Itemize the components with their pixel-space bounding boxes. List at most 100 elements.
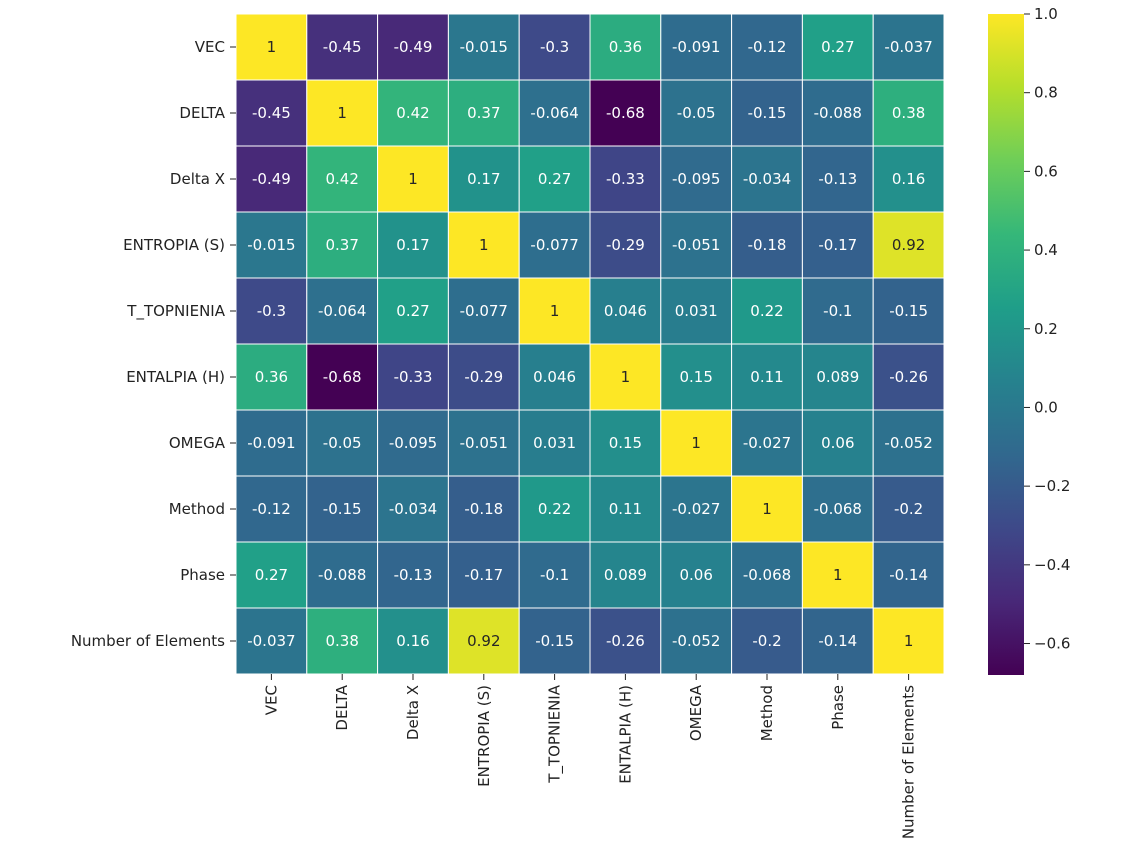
heatmap-cell [731,145,803,213]
heatmap-cell-value: 0.06 [679,566,712,584]
heatmap-cell-value: -0.26 [606,632,645,650]
heatmap-cell [306,475,379,543]
heatmap-cell [731,211,803,279]
heatmap-cell [872,79,945,147]
heatmap-cell [589,211,662,279]
heatmap-cells [235,13,945,675]
heatmap-cell [447,475,520,543]
heatmap-cell [589,409,662,477]
heatmap-cell-value: 0.17 [467,170,500,188]
heatmap-cell [731,475,803,543]
heatmap-cell-value: -0.064 [318,302,366,320]
heatmap-cell [306,13,379,81]
heatmap-cell-value: -0.49 [252,170,291,188]
heatmap-cell-value: 0.92 [467,632,500,650]
column-label: VEC [262,685,280,715]
heatmap-cell [660,541,733,609]
heatmap-cell [377,343,449,411]
heatmap-cell-value: 0.089 [604,566,647,584]
heatmap-cell-value: 1 [479,236,489,254]
heatmap-cell [801,607,874,675]
heatmap-cell [801,409,874,477]
heatmap-cell [235,409,308,477]
heatmap-cell [235,13,308,81]
heatmap-cell-value: -0.068 [743,566,791,584]
heatmap-cell [872,13,945,81]
heatmap-cell [801,211,874,279]
column-label: T_TOPNIENIA [546,684,565,783]
heatmap-cell-value: -0.29 [606,236,645,254]
heatmap-cell-value: 0.17 [396,236,429,254]
heatmap-cell-value: 0.22 [538,500,571,518]
colorbar-tick-label: 0.4 [1034,241,1058,259]
heatmap-cell-value: -0.45 [323,38,362,56]
heatmap-cell-value: -0.15 [748,104,787,122]
column-labels: VEC DELTA Delta X ENTROPIA (S) T_TOPNIENIA EN… [262,674,918,839]
heatmap-cell [235,607,308,675]
colorbar-tick-label: −0.4 [1034,556,1070,574]
heatmap-cell [660,475,733,543]
row-label: Delta X [170,170,225,188]
heatmap-cell-value: 0.15 [679,368,712,386]
column-label: OMEGA [687,684,705,741]
heatmap-cell-value: -0.05 [677,104,716,122]
heatmap-cell-value: 0.37 [325,236,358,254]
heatmap-cell-value: 0.27 [538,170,571,188]
heatmap-cell-value: -0.091 [672,38,720,56]
heatmap-cell-value: 0.92 [892,236,925,254]
heatmap-cell-value: -0.15 [323,500,362,518]
row-label: T_TOPNIENIA [126,302,225,321]
heatmap-cell-value: -0.027 [672,500,720,518]
heatmap-cell [660,409,733,477]
row-label: VEC [195,38,225,56]
heatmap-cell-value: -0.1 [823,302,852,320]
heatmap-cell-value: 0.37 [467,104,500,122]
heatmap-cell-value: -0.12 [748,38,787,56]
heatmap-cell [447,541,520,609]
heatmap-cell [872,409,945,477]
row-labels: VEC DELTA Delta X ENTROPIA (S) T_TOPNIENIA EN… [71,38,236,650]
heatmap-cell [447,343,520,411]
heatmap-cell [660,277,733,345]
heatmap-cell-value: 0.06 [821,434,854,452]
heatmap-cell-value: -0.18 [464,500,503,518]
heatmap-cell-value: 0.046 [604,302,647,320]
colorbar-tick-label: −0.2 [1034,477,1070,495]
heatmap-cell-value: -0.034 [743,170,791,188]
heatmap-cell [589,13,662,81]
heatmap-cell [518,541,591,609]
heatmap-cell [306,79,379,147]
heatmap-cell-value: -0.2 [894,500,923,518]
heatmap-cell-value: -0.29 [464,368,503,386]
heatmap-cell-value: 0.27 [396,302,429,320]
heatmap-cell-value: 0.089 [816,368,859,386]
column-label: Phase [829,685,847,730]
heatmap-cell [377,145,449,213]
heatmap-cell [377,475,449,543]
heatmap-cell-value: -0.052 [672,632,720,650]
heatmap-cell-value: -0.49 [394,38,433,56]
heatmap-cell-value: 0.38 [892,104,925,122]
heatmap-cell [801,343,874,411]
heatmap-cell [872,211,945,279]
heatmap-cell [731,79,803,147]
colorbar: 1.0 0.8 0.6 0.4 0.2 0.0 −0.2 −0.4 −0.6 [988,5,1070,675]
heatmap-cell-value: -0.015 [460,38,508,56]
heatmap-cell-value: 1 [833,566,843,584]
heatmap-cell [731,409,803,477]
heatmap-cell [235,211,308,279]
heatmap-cell [872,607,945,675]
heatmap-cell-value: 0.15 [609,434,642,452]
heatmap-cell-value: -0.14 [818,632,857,650]
heatmap-cell [518,145,591,213]
heatmap-cell-value: -0.3 [540,38,569,56]
colorbar-gradient [988,14,1024,675]
colorbar-tick-label: 0.0 [1034,398,1058,416]
heatmap-cell-value: -0.037 [884,38,932,56]
heatmap-cell [377,277,449,345]
heatmap-cell [518,475,591,543]
heatmap-cell [447,13,520,81]
heatmap-cell [377,541,449,609]
heatmap-cell-value: 0.031 [533,434,576,452]
heatmap-cell [660,145,733,213]
